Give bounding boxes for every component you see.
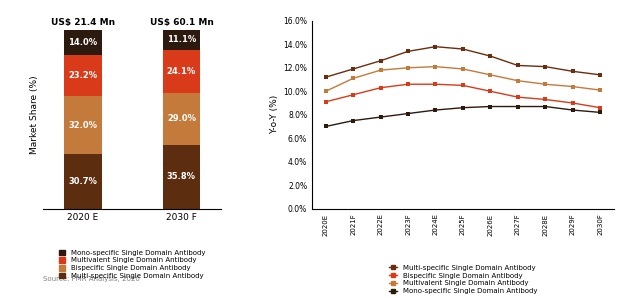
Mono-specific Single Domain Antibody <box>459 106 467 109</box>
Bar <box>64 97 102 154</box>
Bar <box>162 93 200 145</box>
Mono-specific Single Domain Antibody <box>322 125 329 128</box>
Multi-specific Single Domain Antibody <box>596 73 604 77</box>
Mono-specific Single Domain Antibody <box>404 112 412 115</box>
Bispecific Single Domain Antibody <box>487 89 494 93</box>
Text: 24.1%: 24.1% <box>167 67 196 76</box>
Multivalent Single Domain Antibody <box>459 67 467 71</box>
Bispecific Single Domain Antibody <box>514 95 521 99</box>
Bispecific Single Domain Antibody <box>322 100 329 104</box>
Text: 32.0%: 32.0% <box>68 121 97 130</box>
Mono-specific Single Domain Antibody <box>377 115 384 119</box>
Mono-specific Single Domain Antibody <box>350 119 357 122</box>
Mono-specific Single Domain Antibody <box>596 111 604 114</box>
Text: Source: PMR Analysis, 2020: Source: PMR Analysis, 2020 <box>43 276 140 282</box>
Multi-specific Single Domain Antibody <box>377 59 384 63</box>
Multivalent Single Domain Antibody <box>350 77 357 80</box>
Multi-specific Single Domain Antibody <box>350 67 357 71</box>
Multi-specific Single Domain Antibody <box>404 49 412 53</box>
Multi-specific Single Domain Antibody <box>322 75 329 79</box>
Multivalent Single Domain Antibody <box>596 88 604 92</box>
Line: Multi-specific Single Domain Antibody: Multi-specific Single Domain Antibody <box>324 45 602 79</box>
Line: Bispecific Single Domain Antibody: Bispecific Single Domain Antibody <box>324 83 602 109</box>
Bar <box>64 55 102 97</box>
Text: 35.8%: 35.8% <box>167 172 196 181</box>
Mono-specific Single Domain Antibody <box>514 105 521 108</box>
Bar <box>162 145 200 209</box>
Legend: Mono-specific Single Domain Antibody, Multivalent Single Domain Antibody, Bispec: Mono-specific Single Domain Antibody, Mu… <box>59 250 205 279</box>
Text: 29.0%: 29.0% <box>167 114 196 123</box>
Mono-specific Single Domain Antibody <box>487 105 494 108</box>
Multivalent Single Domain Antibody <box>404 66 412 70</box>
Multivalent Single Domain Antibody <box>377 68 384 72</box>
Bispecific Single Domain Antibody <box>569 101 577 105</box>
Bispecific Single Domain Antibody <box>377 86 384 89</box>
Bar <box>64 30 102 55</box>
Multi-specific Single Domain Antibody <box>432 45 439 49</box>
Bar <box>162 50 200 93</box>
Y-axis label: Market Share (%): Market Share (%) <box>30 75 39 154</box>
Multi-specific Single Domain Antibody <box>514 64 521 67</box>
Mono-specific Single Domain Antibody <box>432 108 439 112</box>
Legend: Multi-specific Single Domain Antibody, Bispecific Single Domain Antibody, Multiv: Multi-specific Single Domain Antibody, B… <box>389 265 537 294</box>
Bar <box>162 30 200 50</box>
Bispecific Single Domain Antibody <box>350 93 357 97</box>
Multivalent Single Domain Antibody <box>569 85 577 89</box>
Text: 30.7%: 30.7% <box>68 177 97 186</box>
Multivalent Single Domain Antibody <box>487 73 494 77</box>
Bispecific Single Domain Antibody <box>596 106 604 109</box>
Multi-specific Single Domain Antibody <box>459 47 467 51</box>
Bar <box>64 154 102 209</box>
Text: US$ 21.4 Mn: US$ 21.4 Mn <box>51 18 115 27</box>
Line: Multivalent Single Domain Antibody: Multivalent Single Domain Antibody <box>324 65 602 93</box>
Bispecific Single Domain Antibody <box>432 83 439 86</box>
Text: 14.0%: 14.0% <box>68 38 97 47</box>
Bispecific Single Domain Antibody <box>459 84 467 87</box>
Mono-specific Single Domain Antibody <box>541 105 549 108</box>
Bispecific Single Domain Antibody <box>404 83 412 86</box>
Line: Mono-specific Single Domain Antibody: Mono-specific Single Domain Antibody <box>324 105 602 128</box>
Bispecific Single Domain Antibody <box>541 98 549 101</box>
Y-axis label: Y-o-Y (%): Y-o-Y (%) <box>270 95 279 134</box>
Multi-specific Single Domain Antibody <box>541 65 549 69</box>
Text: US$ 60.1 Mn: US$ 60.1 Mn <box>149 18 213 27</box>
Multi-specific Single Domain Antibody <box>569 69 577 73</box>
Text: 11.1%: 11.1% <box>167 35 196 44</box>
Mono-specific Single Domain Antibody <box>569 108 577 112</box>
Multivalent Single Domain Antibody <box>432 65 439 69</box>
Multivalent Single Domain Antibody <box>322 89 329 93</box>
Multivalent Single Domain Antibody <box>541 83 549 86</box>
Text: 23.2%: 23.2% <box>68 71 97 80</box>
Multivalent Single Domain Antibody <box>514 79 521 83</box>
Multi-specific Single Domain Antibody <box>487 54 494 58</box>
